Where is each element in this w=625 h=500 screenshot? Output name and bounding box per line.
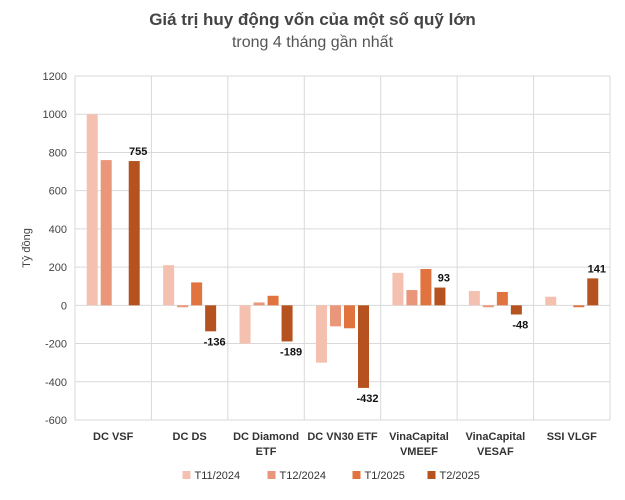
data-label: 141: [588, 263, 606, 275]
bar: [392, 272, 404, 306]
legend-swatch: [427, 471, 436, 479]
data-label: -48: [512, 320, 528, 332]
category-label: DC Diamond: [233, 431, 299, 443]
legend-label: T11/2024: [195, 470, 241, 482]
bar: [239, 305, 251, 344]
y-tick-label: -400: [45, 377, 67, 389]
data-label: -136: [204, 336, 226, 348]
bar: [406, 290, 418, 306]
y-tick-label: 400: [49, 224, 67, 236]
category-label: DC VN30 ETF: [307, 431, 378, 443]
category-label: VinaCapital: [465, 431, 525, 443]
legend-label: T12/2024: [280, 470, 326, 482]
bar: [358, 305, 369, 388]
data-label: 755: [129, 146, 147, 158]
category-label: DC DS: [173, 431, 207, 443]
bar: [344, 305, 355, 329]
data-label: 93: [438, 273, 450, 285]
category-label: DC VSF: [93, 431, 134, 443]
legend-swatch: [182, 471, 191, 479]
bar: [510, 305, 522, 315]
bar: [573, 305, 585, 308]
chart-subtitle: trong 4 tháng gần nhất: [231, 34, 394, 51]
bar: [177, 305, 189, 308]
y-tick-label: 800: [49, 147, 67, 159]
y-tick-label: 1000: [43, 109, 67, 121]
bar: [163, 265, 175, 306]
data-label: -432: [356, 393, 378, 405]
bar: [267, 295, 279, 306]
y-tick-label: 600: [49, 186, 67, 198]
bar: [316, 305, 327, 363]
legend-label: T2/2025: [440, 470, 480, 482]
y-tick-label: -600: [45, 415, 67, 427]
category-label: ETF: [256, 446, 277, 458]
bar: [100, 160, 112, 306]
legend-label: T1/2025: [365, 470, 405, 482]
y-tick-label: -200: [45, 339, 67, 351]
legend-swatch: [352, 471, 361, 479]
data-label: -189: [280, 346, 302, 358]
bar: [86, 114, 98, 306]
category-label: VinaCapital: [389, 431, 449, 443]
bar: [330, 305, 341, 327]
y-tick-label: 0: [61, 300, 67, 312]
y-axis-label: Tỷ đồng: [21, 228, 33, 268]
bar: [420, 269, 432, 306]
bar: [482, 305, 494, 308]
category-label: VESAF: [477, 446, 514, 458]
chart-title: Giá trị huy động vốn của một số quỹ lớn: [149, 10, 476, 29]
y-tick-label: 1200: [43, 71, 67, 83]
category-label: VMEEF: [400, 446, 438, 458]
category-label: SSI VLGF: [547, 431, 597, 443]
bar: [545, 296, 557, 306]
legend-swatch: [267, 471, 276, 479]
bar: [205, 305, 217, 332]
bar: [253, 302, 265, 306]
bar: [587, 278, 599, 306]
y-tick-label: 200: [49, 262, 67, 274]
bar: [468, 291, 480, 306]
bar: [191, 282, 203, 306]
bar: [128, 161, 140, 306]
bar: [434, 287, 446, 306]
bar: [496, 291, 508, 306]
bar: [281, 305, 293, 342]
